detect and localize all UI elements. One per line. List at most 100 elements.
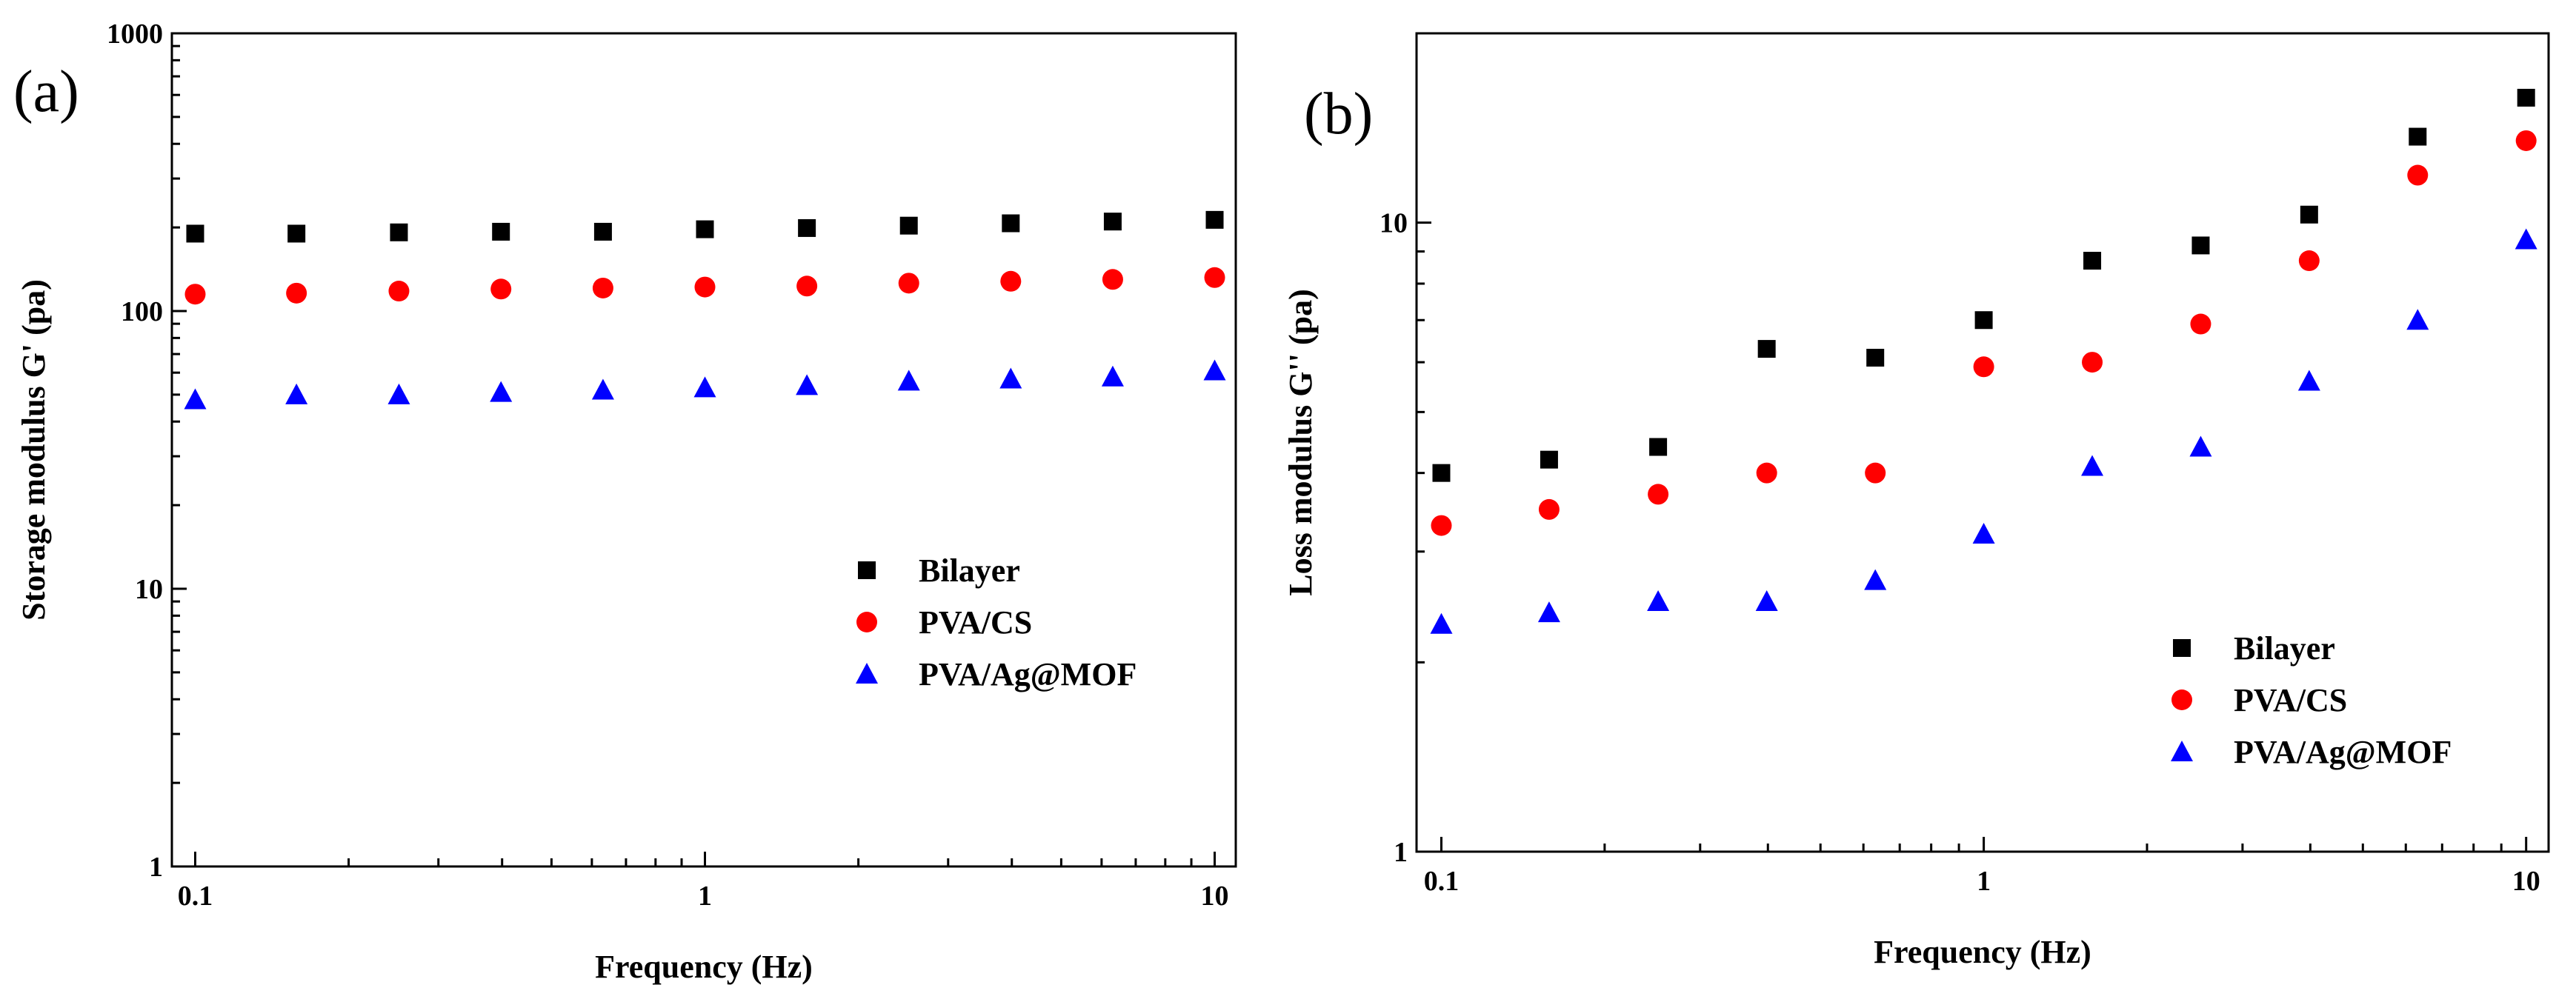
legend-label: PVA/CS (919, 604, 1032, 641)
data-point (897, 370, 920, 391)
data-point (2083, 252, 2102, 270)
data-point (1974, 311, 1993, 330)
data-point (388, 281, 410, 302)
data-point (1203, 359, 1226, 381)
data-point (1755, 590, 1778, 612)
data-point (1430, 612, 1453, 634)
x-tick-label: 10 (1201, 881, 1229, 912)
data-point (1002, 214, 1020, 233)
data-point (1649, 438, 1668, 456)
series-pva-ag-mof (1430, 228, 2537, 634)
data-point (490, 381, 513, 402)
data-point (1757, 340, 1776, 358)
data-point (1537, 601, 1560, 623)
y-tick-label: 10 (1379, 208, 1408, 239)
data-point (798, 218, 816, 237)
data-point (796, 374, 819, 395)
data-point (1538, 498, 1560, 520)
y-tick-label: 100 (121, 296, 163, 327)
legend-marker (2171, 689, 2192, 710)
y-tick-label: 1000 (107, 19, 163, 50)
data-point (2407, 164, 2429, 186)
legend-marker (2171, 741, 2193, 761)
legend-marker (2173, 639, 2191, 657)
data-point (286, 282, 307, 304)
data-point (387, 383, 410, 404)
series-pva-cs (1431, 130, 2537, 536)
x-tick-label: 0.1 (1424, 866, 1460, 897)
y-tick-label: 1 (1394, 837, 1408, 868)
data-point (898, 273, 919, 294)
data-point (2298, 250, 2320, 272)
x-tick-label: 1 (1977, 866, 1991, 897)
panel-b: 0.1 1 10 1 10 Frequency (Hz) Loss modulus G'' … (1282, 32, 2550, 970)
data-point (186, 224, 204, 243)
data-point (693, 376, 716, 398)
data-point (899, 216, 918, 235)
x-axis-title: Frequency (Hz) (595, 949, 813, 985)
data-point (1204, 267, 1225, 288)
data-point (1647, 590, 1670, 612)
data-point (1973, 356, 1994, 378)
data-point (1866, 348, 1885, 367)
data-point (2515, 228, 2537, 250)
data-point (390, 223, 408, 241)
legend: Bilayer PVA/CS PVA/Ag@MOF (2171, 630, 2452, 770)
data-point (285, 383, 308, 404)
data-point (2406, 309, 2429, 330)
y-axis-title: Loss modulus G'' (pa) (1282, 289, 1319, 595)
panel-label: (b) (1304, 81, 1373, 147)
data-point (1865, 462, 1886, 484)
data-point (1205, 210, 1224, 229)
panel-label: (a) (13, 59, 79, 124)
series-pva-cs (184, 267, 1225, 305)
y-tick-label: 10 (135, 574, 163, 605)
data-point (184, 388, 207, 410)
data-point (694, 276, 716, 298)
legend-label: Bilayer (919, 552, 1020, 589)
data-point (2081, 455, 2104, 476)
legend-marker (858, 561, 876, 579)
plot-frame (170, 32, 1237, 868)
data-point (490, 278, 512, 300)
data-point (492, 222, 510, 241)
data-point (696, 220, 714, 238)
data-point (2190, 313, 2211, 335)
data-point (1756, 462, 1777, 484)
legend-label: PVA/Ag@MOF (919, 656, 1136, 692)
data-point (184, 284, 206, 305)
data-point (2300, 205, 2318, 224)
y-tick-label: 1 (149, 852, 163, 883)
data-point (2409, 127, 2427, 146)
data-point (2297, 370, 2320, 391)
data-point (1000, 270, 1022, 292)
legend-marker (856, 612, 877, 632)
data-point (2082, 352, 2103, 373)
plot-frame (1415, 32, 2550, 853)
x-tick-label: 10 (2512, 866, 2540, 897)
series-bilayer (186, 210, 1224, 243)
data-point (593, 222, 612, 241)
data-point (796, 275, 818, 297)
data-point (2189, 435, 2212, 457)
data-point (1432, 464, 1451, 482)
data-point (1864, 569, 1887, 590)
series-bilayer (1432, 88, 2535, 482)
x-axis-title: Frequency (Hz) (1874, 934, 2091, 970)
data-point (1972, 522, 1995, 544)
data-point (1102, 269, 1123, 290)
legend-label: PVA/CS (2234, 682, 2347, 718)
legend-label: PVA/Ag@MOF (2234, 734, 2452, 770)
panel-a: 0.1 1 10 1 10 100 1000 Frequency (Hz) Storage mo… (13, 19, 1237, 985)
legend-marker (856, 663, 878, 684)
data-point (591, 378, 614, 400)
data-point (999, 367, 1022, 389)
data-point (287, 224, 306, 243)
y-axis-title: Storage modulus G' (pa) (16, 279, 52, 621)
data-point (2517, 88, 2535, 107)
data-point (1648, 484, 1669, 505)
data-point (592, 277, 613, 298)
data-point (1431, 515, 1452, 536)
legend: Bilayer PVA/CS PVA/Ag@MOF (856, 552, 1136, 692)
